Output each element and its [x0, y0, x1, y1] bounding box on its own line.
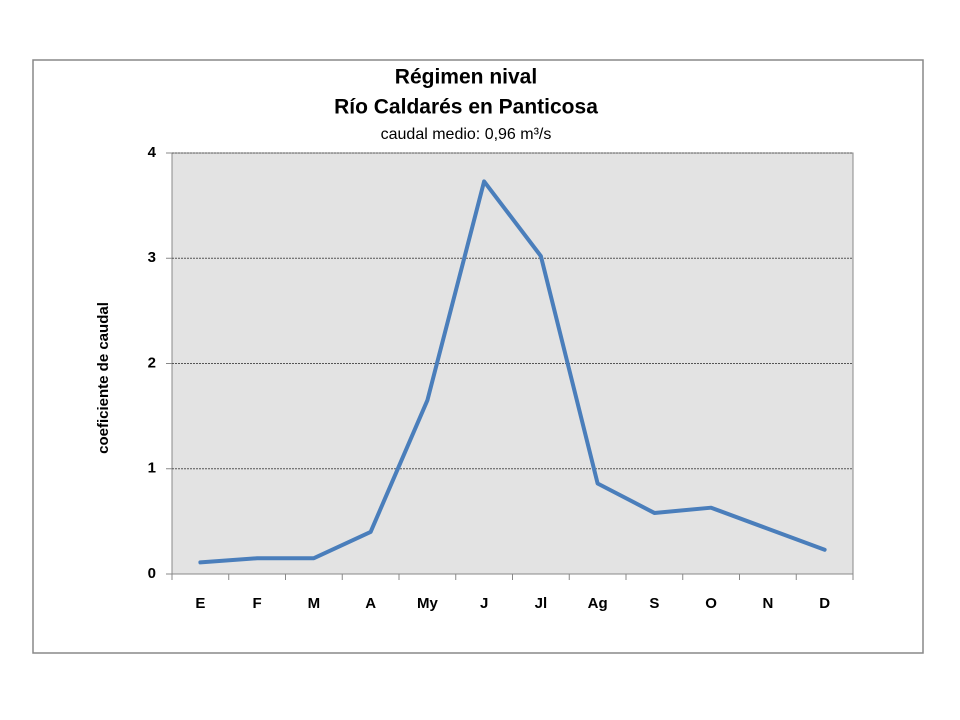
x-tick-label: O	[705, 595, 717, 612]
x-tick-label: Ag	[588, 595, 608, 612]
y-tick-label: 1	[148, 460, 156, 477]
data-line	[198, 179, 827, 565]
x-tick-label: A	[365, 595, 376, 612]
chart-subtitle: Río Caldarés en Panticosa	[334, 96, 598, 119]
y-tick-label: 3	[148, 249, 156, 266]
x-tick-label: M	[308, 595, 321, 612]
chart-title: Régimen nival	[395, 66, 537, 89]
y-tick-label: 0	[148, 565, 156, 582]
y-tick-label: 2	[148, 354, 156, 371]
x-tick-label: N	[762, 595, 773, 612]
y-tick-label: 4	[148, 144, 157, 161]
x-tick-label: Jl	[535, 595, 548, 612]
x-tick-label: My	[417, 595, 438, 612]
y-axis-label: coeficiente de caudal	[95, 302, 112, 454]
annotation: caudal medio: 0,96 m³/s	[381, 126, 552, 143]
x-tick-label: D	[819, 595, 830, 612]
x-tick-label: J	[480, 595, 488, 612]
x-tick-label: F	[253, 595, 262, 612]
x-tick-label: S	[649, 595, 659, 612]
x-tick-label: E	[195, 595, 205, 612]
